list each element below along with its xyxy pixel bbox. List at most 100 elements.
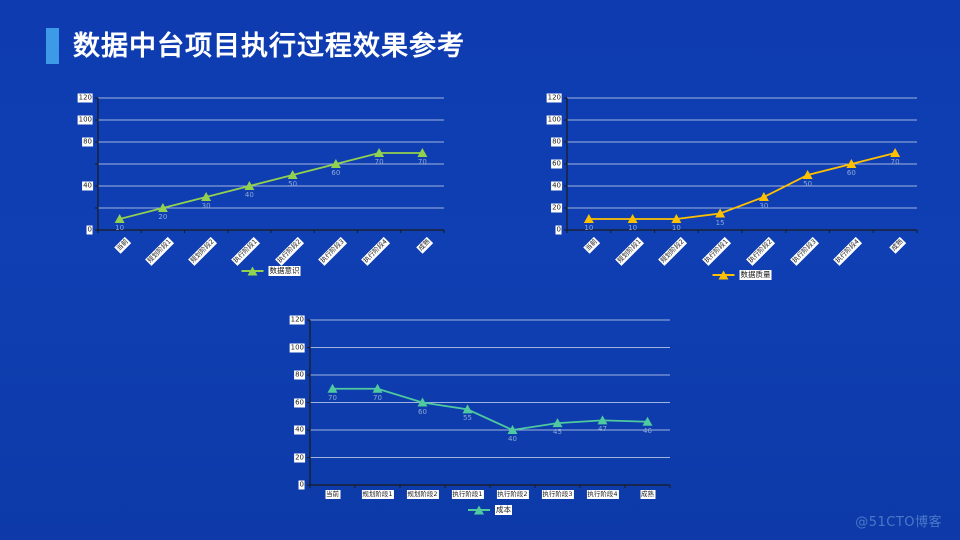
data-value-label: 30 [201, 202, 211, 210]
legend-label: 成本 [495, 505, 512, 515]
chart-plot-area [564, 97, 918, 233]
y-axis-label: 40 [294, 425, 305, 435]
y-axis-label: 80 [294, 370, 305, 380]
chart-data-awareness: 0 40 80 100 120 当前 规划阶段1 规划阶段2 执行阶段1 执行阶段2 执行阶段3 执行… [60, 88, 450, 288]
legend-label: 数据质量 [739, 270, 772, 280]
data-value-label: 40 [244, 191, 254, 199]
x-axis-category-label: 规划阶段1 [361, 490, 394, 499]
y-axis-label: 100 [546, 115, 562, 125]
data-value-label: 10 [115, 224, 125, 232]
series-line [332, 387, 648, 431]
x-axis-category-label: 规划阶段2 [406, 490, 439, 499]
y-axis-label: 20 [551, 203, 562, 213]
data-point-marker [374, 148, 385, 157]
x-axis-category-label: 成熟 [640, 490, 655, 499]
x-axis-category-label: 执行阶段1 [451, 490, 484, 499]
x-axis-category-label: 执行阶段2 [496, 490, 529, 499]
chart-plot-area [307, 319, 671, 488]
data-point-marker [417, 148, 428, 157]
data-point-marker [201, 192, 212, 201]
data-value-label: 60 [846, 169, 856, 177]
data-point-marker [627, 214, 638, 223]
y-axis-label: 60 [551, 159, 562, 169]
data-value-label: 10 [584, 224, 594, 232]
data-point-marker [330, 159, 341, 168]
y-axis-label: 80 [551, 137, 562, 147]
data-point-marker [287, 170, 298, 179]
x-axis-category-label: 执行阶段4 [586, 490, 619, 499]
page-title: 数据中台项目执行过程效果参考 [46, 28, 465, 64]
data-value-label: 55 [463, 414, 472, 423]
y-axis-label: 40 [551, 181, 562, 191]
title-accent-bar [46, 28, 59, 64]
y-axis-label: 40 [82, 181, 93, 191]
legend-marker-icon [468, 505, 490, 515]
y-axis-label: 120 [289, 315, 305, 325]
y-axis-label: 120 [77, 93, 93, 103]
data-value-label: 46 [643, 426, 652, 435]
legend-label: 数据意识 [268, 266, 301, 276]
data-value-label: 50 [288, 180, 298, 188]
legend-triangle-icon [718, 270, 729, 280]
data-value-label: 10 [628, 224, 638, 232]
page-title-text: 数据中台项目执行过程效果参考 [73, 30, 465, 62]
y-axis-label: 0 [298, 480, 305, 490]
y-axis-label: 100 [77, 115, 93, 125]
chart-legend: 数据质量 [712, 270, 772, 280]
data-point-marker [583, 214, 594, 223]
data-value-label: 70 [374, 158, 384, 166]
data-point-marker [372, 383, 383, 393]
data-point-marker [890, 148, 901, 157]
data-value-label: 70 [373, 393, 382, 402]
chart-data-quality: 0 20 40 60 80 100 120 当前 规划阶段1 规划阶段2 执行阶段1 执行阶段2 执行阶… [533, 88, 923, 288]
data-point-marker [715, 208, 726, 218]
data-point-marker [552, 418, 563, 428]
data-point-marker [802, 170, 813, 179]
watermark: @51CTO博客 [855, 515, 942, 530]
data-point-marker [642, 416, 653, 426]
data-point-marker [846, 159, 857, 168]
chart-plot-area [95, 97, 445, 233]
data-value-label: 70 [328, 393, 337, 402]
data-point-marker [671, 214, 682, 223]
chart-legend: 成本 [468, 505, 512, 515]
data-value-label: 70 [890, 158, 900, 166]
series-line [588, 152, 896, 220]
data-point-marker [597, 415, 608, 425]
x-axis-category-label: 执行阶段3 [541, 490, 574, 499]
data-value-label: 45 [553, 428, 562, 437]
data-point-marker [417, 397, 428, 407]
data-value-label: 60 [418, 407, 427, 416]
series-line [119, 152, 423, 220]
y-axis-label: 120 [546, 93, 562, 103]
data-value-label: 10 [671, 224, 681, 232]
legend-triangle-icon [474, 505, 484, 515]
data-point-marker [507, 425, 518, 434]
chart-cost: 0 20 40 60 80 100 120 当前 规划阶段1 规划阶段2 执行阶段1 执行阶段2 执行阶… [276, 312, 676, 527]
y-axis-label: 100 [289, 343, 305, 352]
legend-triangle-icon [247, 266, 258, 276]
data-point-marker [157, 203, 168, 212]
chart-legend: 数据意识 [241, 266, 301, 276]
data-value-label: 47 [598, 425, 607, 434]
y-axis-label: 0 [86, 225, 93, 235]
data-value-label: 40 [508, 435, 517, 443]
legend-marker-icon [712, 270, 735, 280]
y-axis-label: 80 [82, 137, 93, 147]
data-value-label: 60 [331, 169, 341, 177]
data-point-marker [462, 404, 473, 414]
y-axis-label: 60 [294, 398, 305, 407]
data-point-marker [114, 214, 125, 223]
data-value-label: 20 [158, 213, 168, 221]
legend-marker-icon [241, 266, 264, 276]
data-value-label: 50 [803, 180, 813, 188]
y-axis-label: 20 [294, 453, 305, 462]
x-axis-category-label: 当前 [325, 490, 340, 499]
data-point-marker [244, 181, 255, 190]
data-value-label: 70 [417, 158, 427, 166]
data-value-label: 15 [715, 218, 725, 227]
data-point-marker [327, 383, 338, 393]
data-value-label: 30 [759, 202, 769, 210]
data-point-marker [758, 192, 769, 201]
